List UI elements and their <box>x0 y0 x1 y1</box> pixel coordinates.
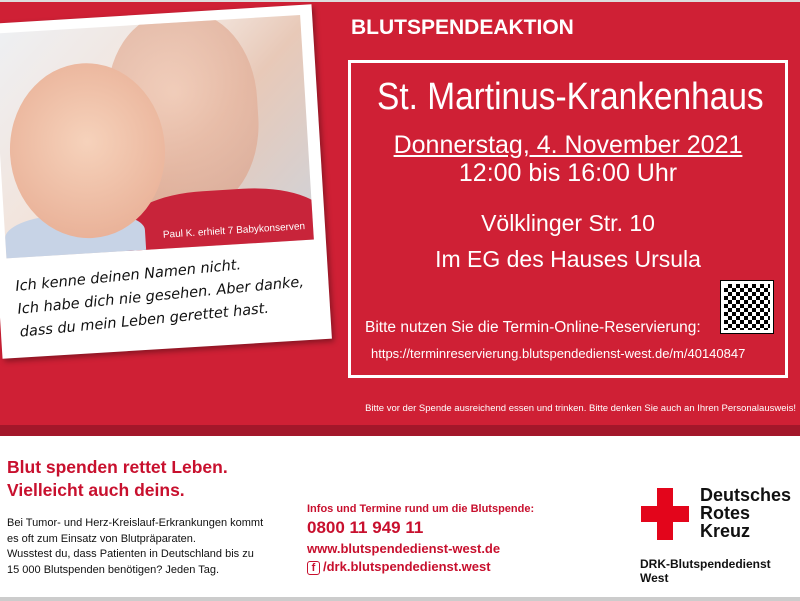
info-paragraph: Bei Tumor- und Herz-Kreislauf-Erkrankung… <box>7 516 263 578</box>
slogan: Blut spenden rettet Leben. Vielleicht au… <box>7 456 228 502</box>
phone-number[interactable]: 0800 11 949 11 <box>307 518 424 537</box>
event-details-box: St. Martinus-Krankenhaus Donnerstag, 4. … <box>348 60 788 378</box>
event-time: 12:00 bis 16:00 Uhr <box>458 159 678 187</box>
venue: St. Martinus-Krankenhaus <box>377 76 764 118</box>
top-border <box>0 0 800 2</box>
bottom-border <box>0 597 800 601</box>
organization-name: DRK-Blutspendedienst West <box>640 557 771 585</box>
dark-red-strip <box>0 425 800 436</box>
paragraph-line: Wusstest du, dass Patienten in Deutschla… <box>7 548 254 560</box>
baby-mother-photo: Paul K. erhielt 7 Babykonserven <box>0 14 314 259</box>
logo-line: Kreuz <box>700 521 751 541</box>
slogan-line: Vielleicht auch deins. <box>7 480 185 500</box>
logo-line: Deutsches <box>700 485 792 505</box>
red-cross-logo-icon <box>641 488 689 540</box>
logo-line: Rotes <box>700 503 751 523</box>
event-title: BLUTSPENDEAKTION <box>351 16 574 39</box>
contact-info: Infos und Termine rund um die Blutspende… <box>307 503 534 575</box>
location-detail: Im EG des Hauses Ursula <box>435 246 701 272</box>
qr-code[interactable] <box>720 280 774 334</box>
facebook-icon: f <box>307 561 320 575</box>
website-link[interactable]: www.blutspendedienst-west.de <box>307 541 501 556</box>
reservation-link[interactable]: https://terminreservierung.blutspendedie… <box>371 346 746 361</box>
slogan-line: Blut spenden rettet Leben. <box>7 457 228 477</box>
drk-logo-text: Deutsches Rotes Kreuz <box>700 486 791 540</box>
handwritten-message: Ich kenne deinen Namen nicht. Ich habe d… <box>14 248 307 344</box>
facebook-handle: /drk.blutspendedienst.west <box>323 559 491 574</box>
polaroid-photo: Paul K. erhielt 7 Babykonserven Ich kenn… <box>0 4 332 359</box>
donation-note: Bitte vor der Spende ausreichend essen u… <box>365 403 796 414</box>
paragraph-line: Bei Tumor- und Herz-Kreislauf-Erkrankung… <box>7 517 264 529</box>
event-date: Donnerstag, 4. November 2021 <box>393 131 743 159</box>
facebook-link[interactable]: f/drk.blutspendedienst.west <box>307 559 534 575</box>
reservation-text: Bitte nutzen Sie die Termin-Online-Reser… <box>365 319 701 336</box>
paragraph-line: 15 000 Blutspenden benötigen? Jeden Tag. <box>7 563 220 576</box>
address: Völklinger Str. 10 <box>481 210 655 236</box>
paragraph-line: es oft zum Einsatz von Blutpräparaten. <box>7 532 196 545</box>
infos-heading: Infos und Termine rund um die Blutspende… <box>307 503 535 515</box>
